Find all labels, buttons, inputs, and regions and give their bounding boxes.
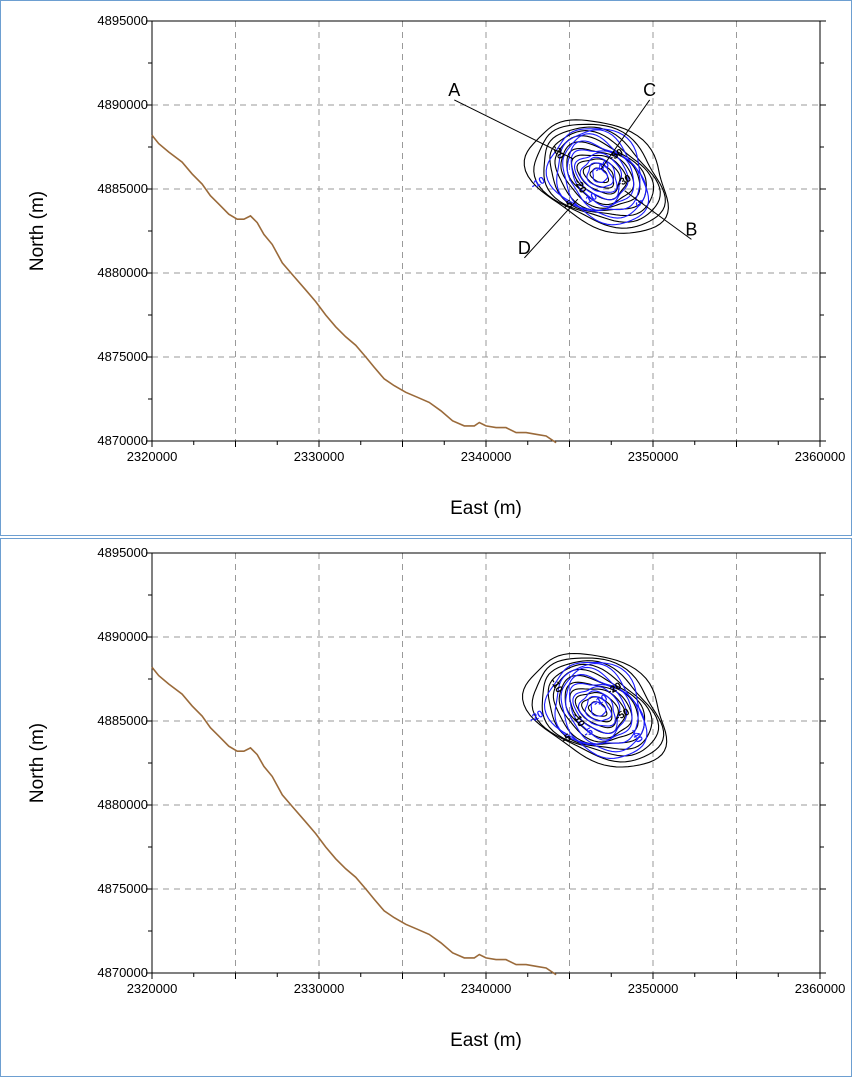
contour-line-primary	[531, 657, 665, 763]
contour-line-secondary	[584, 695, 613, 722]
y-axis-title: North (m)	[27, 191, 48, 271]
chart-panel-bottom: 2320000 2330000 2340000 2350000 2360000 48700…	[0, 538, 852, 1077]
contour-line-secondary	[543, 661, 648, 759]
contour-line-primary	[576, 158, 621, 195]
contour-line-primary	[560, 141, 641, 209]
contour-line-primary	[574, 691, 619, 729]
contour-line-primary	[566, 147, 635, 206]
contour-line-secondary	[586, 162, 614, 188]
x-axis-title: East (m)	[450, 498, 522, 519]
annotation-leader-line	[454, 99, 574, 160]
annotation-label-a: A	[448, 80, 460, 100]
y-tick-label: 4885000	[97, 181, 148, 196]
contour-line-secondary	[565, 674, 633, 745]
chart-panel-top: 2320000 2330000 2340000 2350000 2360000 48700…	[0, 0, 852, 536]
contour-line-secondary	[562, 133, 641, 212]
contour-line-secondary	[577, 690, 616, 727]
contour-line-secondary	[560, 666, 639, 746]
contour-label: -10	[592, 692, 610, 709]
contour-line-secondary	[573, 152, 623, 201]
contour-label: -10	[529, 175, 547, 192]
coastline-line	[151, 134, 557, 444]
x-tick-label: 2340000	[461, 449, 512, 464]
annotation-label-d: D	[518, 238, 531, 258]
y-tick-label: 4875000	[97, 349, 148, 364]
contour-line-primary	[543, 126, 661, 223]
x-tick-label: 2330000	[294, 449, 345, 464]
contour-line-primary	[564, 681, 633, 739]
annotation-label-b: B	[685, 219, 697, 239]
x-tick-label: 2350000	[628, 449, 679, 464]
contour-line-primary	[547, 663, 653, 750]
x-tick-label: 2360000	[795, 449, 846, 464]
annotation-leader-line	[624, 190, 692, 240]
y-tick-label: 4880000	[97, 265, 148, 280]
contour-line-secondary	[579, 156, 618, 193]
contour-line-secondary	[566, 140, 635, 211]
x-axis-title: East (m)	[450, 1030, 522, 1051]
y-tick-label: 4895000	[97, 545, 148, 560]
contour-line-primary	[541, 660, 660, 757]
y-tick-label: 4890000	[97, 97, 148, 112]
y-tick-label: 4870000	[97, 965, 148, 980]
y-axis-title: North (m)	[27, 723, 48, 803]
y-tick-label: 4890000	[97, 629, 148, 644]
x-tick-label: 2320000	[127, 981, 178, 996]
contour-line-primary	[558, 674, 639, 743]
x-tick-label: 2320000	[127, 449, 178, 464]
contour-label: -20	[528, 708, 546, 725]
contour-line-primary	[523, 119, 669, 234]
x-tick-label: 2350000	[628, 981, 679, 996]
x-tick-label: 2360000	[795, 981, 846, 996]
contour-line-primary	[522, 652, 668, 768]
contour-line-primary	[552, 668, 646, 745]
y-tick-label: 4880000	[97, 797, 148, 812]
contour-line-primary	[533, 123, 666, 229]
contour-line-secondary	[592, 167, 609, 183]
chart-svg-bottom: 2320000 2330000 2340000 2350000 2360000 48700…	[27, 545, 846, 1051]
annotation-leader-line	[600, 99, 651, 170]
x-tick-label: 2330000	[294, 981, 345, 996]
x-tick-label: 2340000	[461, 981, 512, 996]
coastline-line	[151, 666, 557, 976]
y-tick-label: 4870000	[97, 433, 148, 448]
y-tick-label: 4895000	[97, 13, 148, 28]
annotation-label-c: C	[643, 80, 656, 100]
contour-line-secondary	[568, 682, 628, 741]
contour-line-secondary	[570, 149, 629, 208]
contour-line-primary	[554, 135, 647, 212]
chart-svg-top: 2320000 2330000 2340000 2350000 2360000 48700…	[27, 13, 846, 519]
contour-line-secondary	[545, 128, 650, 226]
annotation-leader-line	[524, 198, 579, 259]
contour-line-secondary	[572, 686, 621, 735]
contour-line-primary	[549, 130, 655, 217]
contour-line-secondary	[590, 701, 607, 717]
y-tick-label: 4875000	[97, 881, 148, 896]
y-tick-label: 4885000	[97, 713, 148, 728]
